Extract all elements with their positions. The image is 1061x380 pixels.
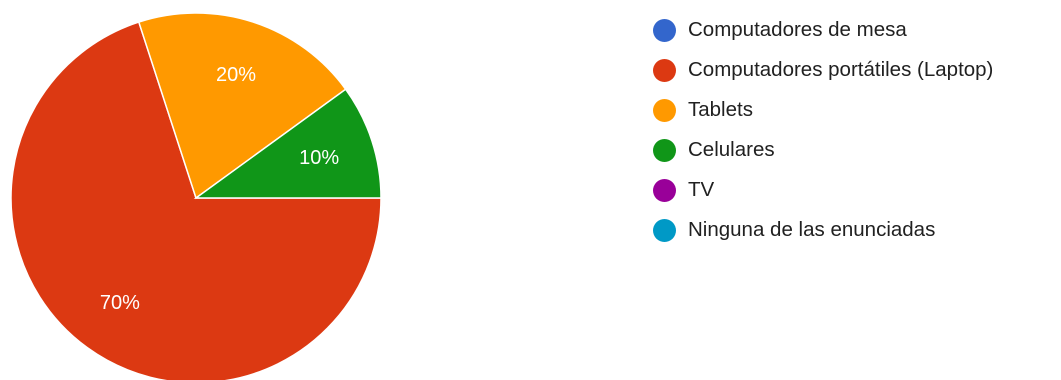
- slice-percent-label: 10%: [299, 147, 339, 169]
- legend-label: Tablets: [688, 98, 753, 121]
- legend-item-celulares[interactable]: Celulares: [650, 130, 993, 170]
- legend-swatch-icon: [653, 98, 676, 122]
- pie-slice-tablets[interactable]: [137, 12, 347, 200]
- legend-swatch-icon: [653, 178, 676, 202]
- legend-swatch-icon: [653, 138, 676, 162]
- legend-swatch-icon: [653, 58, 676, 82]
- legend-item-computadores-de-mesa[interactable]: Computadores de mesa: [650, 10, 993, 50]
- legend-item-tablets[interactable]: Tablets: [650, 90, 993, 130]
- legend-label: Ninguna de las enunciadas: [688, 218, 936, 241]
- legend-label: Celulares: [688, 138, 775, 161]
- legend-label: Computadores portátiles (Laptop): [688, 58, 994, 81]
- pie-slice-celulares[interactable]: [193, 88, 382, 199]
- legend-item-computadores-portatiles[interactable]: Computadores portátiles (Laptop): [650, 50, 993, 90]
- legend-item-tv[interactable]: TV: [650, 170, 993, 210]
- pie-slice-computadores-portatiles-laptop[interactable]: [10, 21, 382, 380]
- slice-percent-label: 20%: [216, 64, 256, 86]
- legend-swatch-icon: [653, 218, 676, 242]
- legend-item-ninguna[interactable]: Ninguna de las enunciadas: [650, 210, 993, 250]
- slice-percent-label: 70%: [100, 292, 140, 314]
- legend-label: TV: [688, 178, 715, 201]
- legend-label: Computadores de mesa: [688, 18, 907, 41]
- legend-swatch-icon: [653, 18, 676, 42]
- chart-legend: Computadores de mesa Computadores portát…: [650, 10, 993, 250]
